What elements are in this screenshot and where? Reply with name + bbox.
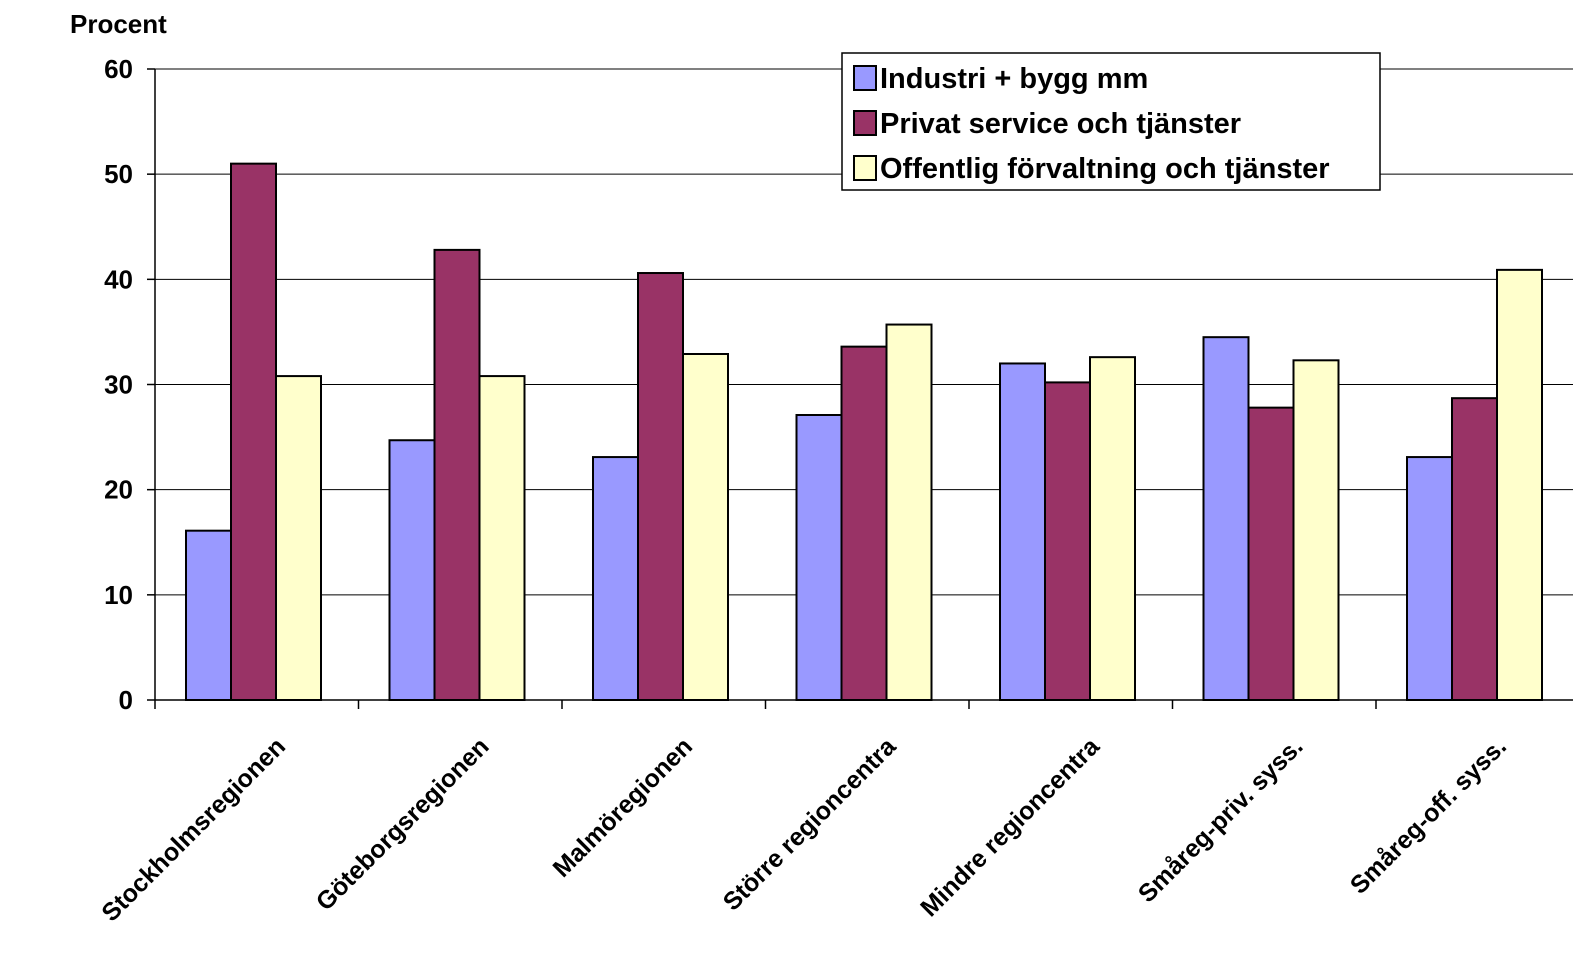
x-tick-label: Småreg-off. syss. — [1345, 732, 1512, 899]
bars — [185, 162, 1543, 702]
bar — [230, 162, 277, 701]
y-tick-label: 40 — [104, 264, 133, 294]
bar — [682, 353, 729, 701]
y-tick-label: 60 — [104, 54, 133, 84]
x-axis: Stockholmsregionen Göteborgsregionen Malmö… — [96, 699, 1573, 927]
legend-swatch — [853, 65, 877, 91]
bar — [1202, 336, 1250, 701]
y-tick-label: 30 — [104, 370, 133, 400]
bar — [1496, 268, 1543, 701]
y-tick-label: 20 — [104, 475, 133, 505]
bar — [1044, 381, 1091, 701]
legend-swatch — [853, 110, 877, 136]
bar — [1247, 406, 1295, 701]
bar — [185, 529, 232, 701]
bar — [275, 375, 322, 701]
bar — [637, 272, 684, 701]
y-tick-label: 50 — [104, 159, 133, 189]
y-axis: 0 10 20 30 40 50 60 — [104, 54, 156, 715]
x-tick-label: Mindre regioncentra — [915, 732, 1106, 923]
y-axis-label: Procent — [70, 9, 167, 39]
bar — [1451, 397, 1498, 701]
bar — [433, 248, 481, 702]
x-tick-label: Större regioncentra — [718, 732, 903, 917]
x-tick-label: Malmöregionen — [548, 732, 698, 882]
bar — [795, 413, 843, 701]
x-tick-label: Göteborgsregionen — [311, 732, 495, 916]
legend-label: Offentlig förvaltning och tjänster — [880, 153, 1330, 185]
bar — [1292, 359, 1340, 701]
legend-swatch — [853, 155, 877, 181]
x-tick-label: Stockholmsregionen — [96, 732, 291, 927]
bar — [1406, 456, 1453, 701]
bar — [840, 345, 888, 701]
y-tick-label: 0 — [119, 685, 133, 715]
bar — [885, 323, 933, 701]
legend-label: Industri + bygg mm — [880, 63, 1148, 95]
bar — [1089, 356, 1136, 701]
legend: Industri + bygg mm Privat service och tjä… — [841, 52, 1381, 191]
bar — [478, 375, 526, 701]
bar — [592, 456, 639, 701]
legend-box — [841, 52, 1381, 191]
bar — [388, 439, 436, 701]
y-tick-label: 10 — [104, 580, 133, 610]
bar — [999, 362, 1046, 701]
x-tick-label: Småreg-priv. syss. — [1133, 732, 1309, 908]
legend-label: Privat service och tjänster — [880, 108, 1241, 140]
